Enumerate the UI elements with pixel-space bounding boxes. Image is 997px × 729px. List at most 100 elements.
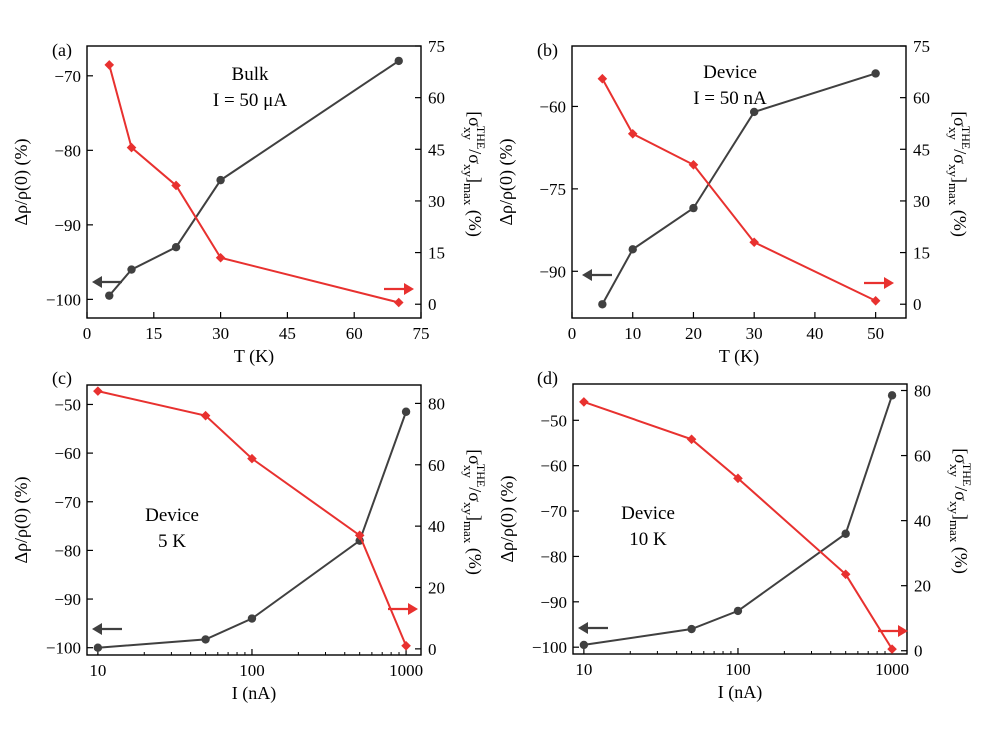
the-ratio-data-point [627, 128, 638, 139]
resistivity-data-point [598, 300, 607, 309]
resistivity-data-point [127, 265, 136, 274]
right-y-tick-label: 15 [428, 244, 445, 263]
the-ratio-data-point [126, 142, 137, 153]
right-y-tick-label: 40 [428, 517, 445, 536]
panel-annotation-line: Bulk [232, 64, 269, 85]
resistivity-data-point [687, 624, 696, 634]
the-ratio-data-point [215, 252, 226, 263]
the-ratio-data-point [733, 473, 743, 484]
left-axis-arrow-icon [582, 269, 592, 281]
right-axis-title: [σxyTHE/σxy]max (%) [946, 111, 973, 237]
right-y-tick-label: 60 [428, 89, 445, 108]
panel-annotation-line: 5 K [158, 531, 186, 552]
the-ratio-data-point [401, 640, 411, 651]
the-ratio-data-point [247, 453, 257, 464]
resistivity-series-line [97, 411, 408, 649]
right-y-tick-label: 15 [913, 244, 930, 263]
x-tick-label: 1000 [389, 661, 423, 680]
the-ratio-data-point [579, 397, 589, 407]
the-ratio-data-point [171, 180, 181, 191]
panel-annotation-line: Device [621, 503, 675, 524]
right-y-tick-label: 0 [913, 295, 922, 314]
left-y-tick-label: −70 [54, 67, 81, 86]
x-tick-label: 10 [89, 661, 106, 680]
the-ratio-data-point [870, 295, 881, 306]
left-y-tick-label: −60 [54, 444, 81, 463]
panel-annotation-line: Device [703, 62, 757, 83]
panel-a [86, 45, 422, 319]
the-ratio-data-point [887, 644, 897, 654]
right-y-tick-label: 0 [428, 295, 437, 314]
right-y-tick-label: 75 [428, 37, 445, 56]
x-axis-title: I (nA) [232, 683, 276, 704]
x-axis-title: T (K) [719, 346, 759, 367]
right-y-tick-label: 80 [428, 394, 445, 413]
the-ratio-data-point [840, 569, 851, 580]
x-tick-label: 0 [568, 324, 577, 343]
x-tick-label: 10 [575, 660, 592, 679]
left-axis-title: Δρ/ρ(0) (%) [496, 138, 517, 225]
left-y-tick-label: −60 [540, 457, 567, 476]
resistivity-data-point [733, 606, 743, 616]
x-tick-label: 15 [145, 324, 162, 343]
resistivity-data-point [401, 407, 411, 416]
x-tick-label: 30 [746, 324, 763, 343]
the-ratio-data-point [93, 386, 103, 396]
right-axis-title: [σxyTHE/σxy]max (%) [947, 448, 974, 574]
resistivity-data-point [201, 635, 210, 644]
right-y-tick-label: 60 [428, 456, 445, 475]
panel-a-content: 0 15 30 45 60 75 −100 −90 −80 −70 0 15 30 45 60 75 T (K)… [11, 37, 488, 367]
left-y-tick-label: −60 [539, 97, 566, 116]
left-y-tick-label: −70 [540, 502, 567, 521]
resistivity-data-point [841, 529, 850, 538]
resistivity-data-point [579, 640, 589, 650]
x-tick-label: 75 [413, 324, 430, 343]
left-axis-arrow-icon [92, 276, 102, 288]
panel-c [86, 384, 422, 656]
left-axis-title: Δρ/ρ(0) (%) [11, 138, 32, 225]
panel-b-plot-frame [571, 45, 907, 319]
resistivity-data-point [689, 203, 698, 213]
right-y-tick-label: 45 [913, 140, 930, 159]
resistivity-data-point [171, 243, 181, 252]
x-axis-title: T (K) [234, 346, 274, 367]
left-axis-title: Δρ/ρ(0) (%) [11, 476, 32, 563]
x-tick-label: 100 [725, 660, 751, 679]
right-axis-arrow-icon [898, 625, 908, 637]
panel-c-plot-frame [86, 384, 422, 656]
panel-d-content: 10 100 1000 −100 −90 −80 −70 −60 −50 0 20 40 60 80 I (… [497, 368, 974, 703]
right-axis-title: [σxyTHE/σxy]max (%) [461, 449, 488, 575]
the-ratio-data-point [354, 530, 365, 541]
left-y-tick-label: −75 [539, 180, 566, 199]
right-y-tick-label: 60 [913, 89, 930, 108]
resistivity-data-point [887, 391, 897, 400]
left-y-tick-label: −50 [54, 395, 81, 414]
panel-d [572, 383, 908, 655]
left-y-tick-label: −90 [54, 590, 81, 609]
panel-annotation-line: I = 50 nA [693, 88, 767, 109]
x-tick-label: 60 [346, 324, 363, 343]
left-y-tick-label: −90 [539, 262, 566, 281]
right-y-tick-label: 80 [914, 382, 931, 401]
x-tick-label: 45 [279, 324, 296, 343]
right-y-tick-label: 20 [428, 579, 445, 598]
x-tick-label: 10 [624, 324, 641, 343]
right-y-tick-label: 20 [914, 577, 931, 596]
panel-label: (a) [52, 40, 72, 61]
panel-d-plot-frame [572, 383, 908, 655]
right-axis-arrow-icon [884, 277, 894, 289]
right-y-tick-label: 30 [428, 192, 445, 211]
x-tick-label: 20 [685, 324, 702, 343]
x-tick-label: 1000 [875, 660, 909, 679]
right-y-tick-label: 40 [914, 512, 931, 531]
resistivity-data-point [394, 56, 403, 66]
right-y-tick-label: 0 [428, 640, 437, 659]
right-y-tick-label: 0 [914, 642, 923, 661]
resistivity-data-point [247, 614, 257, 623]
the-ratio-data-point [597, 73, 608, 84]
left-y-tick-label: −50 [540, 411, 567, 430]
left-y-tick-label: −100 [532, 638, 567, 657]
panel-b [571, 45, 907, 319]
panel-label: (d) [537, 368, 558, 389]
